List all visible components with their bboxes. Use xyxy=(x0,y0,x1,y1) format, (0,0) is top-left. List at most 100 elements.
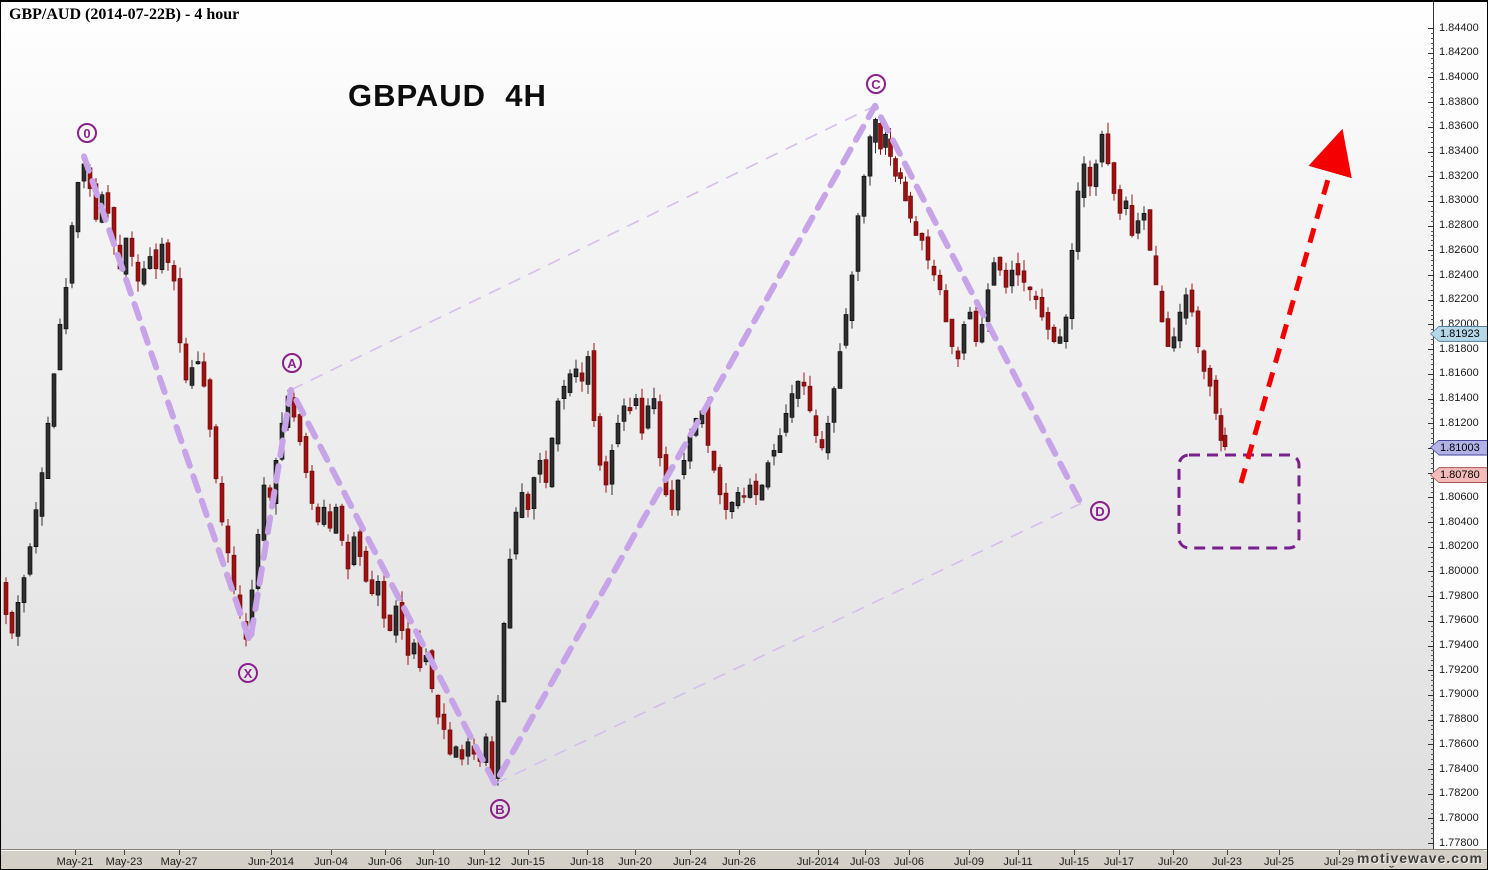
time-axis-label: Jun-20 xyxy=(618,856,652,868)
price-tick-minor xyxy=(1431,665,1434,667)
channel-line[interactable] xyxy=(290,105,876,391)
candle-body xyxy=(1015,263,1021,276)
candle-body xyxy=(925,236,931,261)
price-tick-major xyxy=(1428,373,1434,375)
price-axis-label: 1.84000 xyxy=(1439,70,1479,83)
candle-body xyxy=(375,580,381,596)
candle-body xyxy=(525,493,531,510)
candle-body xyxy=(883,133,888,148)
candlestick-chart[interactable] xyxy=(1,2,1433,849)
candle-body xyxy=(747,484,753,498)
candle-body xyxy=(381,581,387,619)
price-tick-minor xyxy=(1431,413,1434,415)
price-tick-minor xyxy=(1431,161,1434,163)
pattern-label-X[interactable]: X xyxy=(238,663,258,683)
price-tag: 1.81003 xyxy=(1430,439,1487,456)
candle-body xyxy=(919,232,925,241)
price-tick-minor xyxy=(1431,270,1434,272)
candle-body xyxy=(129,237,135,257)
price-axis[interactable]: 1.84400 1.84200 1.84000 1.83800 1.83600 1.834… xyxy=(1428,2,1487,849)
price-tick-major xyxy=(1428,299,1434,301)
candle-body xyxy=(75,182,81,233)
target-zone-box[interactable] xyxy=(1177,453,1301,550)
candle-body xyxy=(1147,209,1153,251)
price-tick-major xyxy=(1428,472,1434,474)
price-tick-minor xyxy=(1431,492,1434,494)
candle-body xyxy=(783,412,789,433)
candle-body xyxy=(1051,326,1057,343)
time-axis-label: Jun-24 xyxy=(673,856,707,868)
axis-separator xyxy=(1433,2,1434,849)
time-axis-label: Jun-26 xyxy=(722,856,756,868)
price-tick-major xyxy=(1428,176,1434,178)
price-tick-minor xyxy=(1431,393,1434,395)
time-tick xyxy=(969,850,970,855)
candle-body xyxy=(399,602,405,631)
time-axis-label: Jun-04 xyxy=(314,856,348,868)
candle-body xyxy=(225,525,231,554)
candle-body xyxy=(1117,189,1123,214)
candle-body xyxy=(777,435,783,453)
price-tick-minor xyxy=(1431,428,1434,430)
pattern-label-B[interactable]: B xyxy=(490,799,510,819)
candle-body xyxy=(801,381,807,387)
price-axis-label: 1.83000 xyxy=(1439,194,1479,207)
price-tick-minor xyxy=(1431,284,1434,286)
time-axis[interactable]: May-21 May-23 May-27 Jun-2014 Jun-04 Jun-06 Ju… xyxy=(1,849,1487,869)
price-tick-minor xyxy=(1431,82,1434,84)
price-tick-minor xyxy=(1431,195,1434,197)
time-tick xyxy=(1227,850,1228,855)
price-tick-minor xyxy=(1431,823,1434,825)
candle-body xyxy=(309,470,315,504)
candle-body xyxy=(765,462,771,488)
candle-body xyxy=(303,436,309,473)
candle-body xyxy=(357,531,363,557)
candle-body xyxy=(297,414,303,443)
candle-body xyxy=(351,536,357,565)
price-tick-major xyxy=(1428,744,1434,746)
pattern-label-C[interactable]: C xyxy=(866,74,886,94)
candle-body xyxy=(903,181,908,202)
channel-line[interactable] xyxy=(494,502,1082,785)
time-tick xyxy=(1074,850,1075,855)
price-tick-minor xyxy=(1431,615,1434,617)
candle-body xyxy=(1081,163,1087,198)
price-tick-major xyxy=(1428,719,1434,721)
pattern-label-0[interactable]: 0 xyxy=(77,123,97,143)
price-axis-label: 1.83200 xyxy=(1439,169,1479,182)
time-axis-label: Jul-03 xyxy=(850,856,880,868)
price-axis-label: 1.78200 xyxy=(1439,787,1479,800)
price-tick-minor xyxy=(1431,166,1434,168)
candle-body xyxy=(1165,318,1171,347)
candle-body xyxy=(207,379,213,430)
price-tick-minor xyxy=(1431,467,1434,469)
price-tick-minor xyxy=(1431,97,1434,99)
price-tick-minor xyxy=(1431,47,1434,49)
price-tick-minor xyxy=(1431,319,1434,321)
projection-arrow[interactable] xyxy=(1238,128,1352,484)
candle-body xyxy=(819,439,825,449)
time-tick xyxy=(385,850,386,855)
candle-body xyxy=(621,405,627,422)
price-tick-minor xyxy=(1431,635,1434,637)
pattern-label-D[interactable]: D xyxy=(1090,501,1110,521)
candle-body xyxy=(519,492,525,518)
candle-body xyxy=(531,477,537,510)
candle-body xyxy=(189,367,195,386)
price-tick-minor xyxy=(1431,660,1434,662)
time-axis-label: Jul-11 xyxy=(1003,856,1033,868)
price-tick-minor xyxy=(1431,566,1434,568)
price-tick-minor xyxy=(1431,131,1434,133)
price-tick-minor xyxy=(1431,487,1434,489)
price-tick-minor xyxy=(1431,62,1434,64)
price-tick-major xyxy=(1428,126,1434,128)
price-tick-minor xyxy=(1431,724,1434,726)
price-tick-major xyxy=(1428,151,1434,153)
pattern-label-A[interactable]: A xyxy=(282,353,302,373)
price-tick-minor xyxy=(1431,363,1434,365)
candle-body xyxy=(57,324,63,371)
price-axis-label: 1.82400 xyxy=(1439,268,1479,281)
wave-pattern-line[interactable] xyxy=(81,102,1084,787)
candle-body xyxy=(609,450,615,485)
price-tick-minor xyxy=(1431,591,1434,593)
